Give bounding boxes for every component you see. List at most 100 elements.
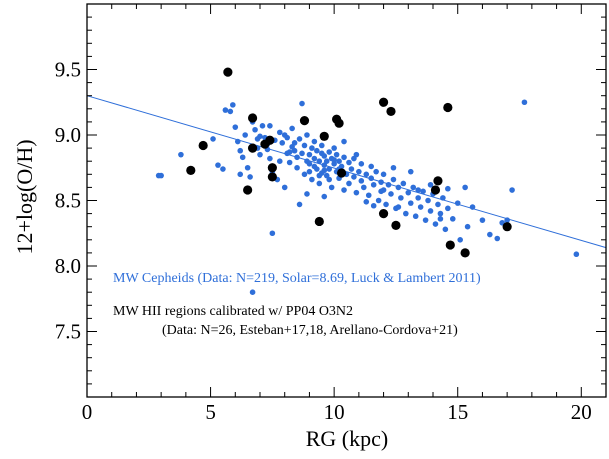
data-point (353, 189, 360, 196)
data-point (321, 153, 328, 159)
data-point (433, 176, 443, 186)
data-point (494, 235, 501, 242)
data-point (301, 171, 308, 178)
data-point (464, 223, 471, 230)
data-point (462, 184, 468, 191)
data-point (420, 188, 426, 195)
data-point (215, 162, 221, 168)
data-point (319, 131, 329, 141)
data-point (316, 180, 323, 187)
data-point (445, 185, 451, 192)
data-point (309, 145, 315, 151)
data-point (230, 102, 236, 108)
x-tick-label: 20 (571, 400, 592, 424)
data-point (432, 221, 439, 227)
data-point (316, 158, 323, 164)
data-point (425, 197, 431, 204)
data-point (373, 168, 379, 175)
data-point (227, 108, 234, 115)
data-point (304, 132, 310, 138)
data-point (286, 149, 293, 155)
data-point (326, 149, 333, 155)
data-point (304, 191, 310, 197)
data-point (395, 184, 402, 191)
data-point (336, 168, 347, 178)
data-point (358, 161, 365, 167)
data-point (573, 251, 580, 258)
annotation-hii-regions: MW HII regions calibrated w/ PP04 O3N2 (113, 304, 353, 319)
data-point (368, 175, 375, 182)
data-point (237, 147, 244, 154)
data-point (294, 154, 300, 161)
data-point (348, 166, 355, 172)
data-point (405, 189, 412, 196)
data-point (306, 161, 313, 167)
points-layer (155, 67, 580, 296)
data-point (314, 216, 324, 227)
data-point (380, 171, 387, 178)
data-point (346, 180, 352, 187)
data-point (291, 147, 298, 154)
data-point (353, 151, 360, 158)
x-tick-label: 10 (324, 400, 345, 424)
data-point (237, 171, 244, 178)
data-point (410, 184, 417, 191)
data-point (395, 204, 402, 210)
data-point (326, 166, 333, 172)
series-1 (186, 67, 512, 258)
data-point (375, 197, 382, 204)
data-point (378, 179, 384, 185)
data-point (247, 143, 258, 153)
data-point (341, 187, 347, 193)
data-point (430, 185, 441, 195)
data-point (299, 100, 305, 107)
data-point (365, 192, 372, 199)
data-point (296, 201, 303, 208)
data-point (318, 142, 325, 149)
data-point (363, 199, 370, 205)
data-point (309, 176, 315, 183)
data-point (296, 136, 303, 142)
data-point (378, 188, 384, 195)
data-point (417, 204, 424, 210)
data-point (449, 216, 456, 222)
data-point (351, 174, 357, 180)
data-point (427, 208, 434, 214)
data-point (243, 185, 253, 195)
data-point (279, 140, 286, 146)
series-0 (155, 99, 580, 296)
data-point (222, 107, 229, 113)
x-tick-label: 5 (205, 400, 216, 424)
data-point (247, 174, 253, 180)
data-point (457, 237, 463, 243)
data-point (232, 124, 239, 130)
data-point (378, 209, 389, 219)
data-point (341, 138, 347, 145)
data-point (336, 158, 342, 164)
data-point (415, 187, 421, 193)
data-point (291, 140, 298, 146)
data-point (440, 195, 446, 201)
data-point (454, 200, 461, 206)
data-point (311, 138, 318, 145)
data-point (368, 163, 375, 170)
data-point (281, 184, 288, 191)
data-point (407, 200, 414, 206)
y-tick-label: 9.5 (55, 58, 81, 82)
data-point (341, 154, 347, 161)
data-point (502, 222, 512, 232)
data-point (284, 134, 290, 141)
y-tick-label: 9.0 (55, 123, 81, 147)
data-point (331, 145, 337, 151)
data-point (257, 151, 263, 158)
data-point (289, 125, 295, 132)
data-point (249, 289, 256, 296)
data-point (445, 205, 451, 212)
data-point (358, 178, 365, 184)
y-tick-label: 7.5 (55, 320, 81, 344)
data-point (158, 172, 164, 179)
data-point (370, 181, 377, 188)
data-point (437, 216, 444, 222)
